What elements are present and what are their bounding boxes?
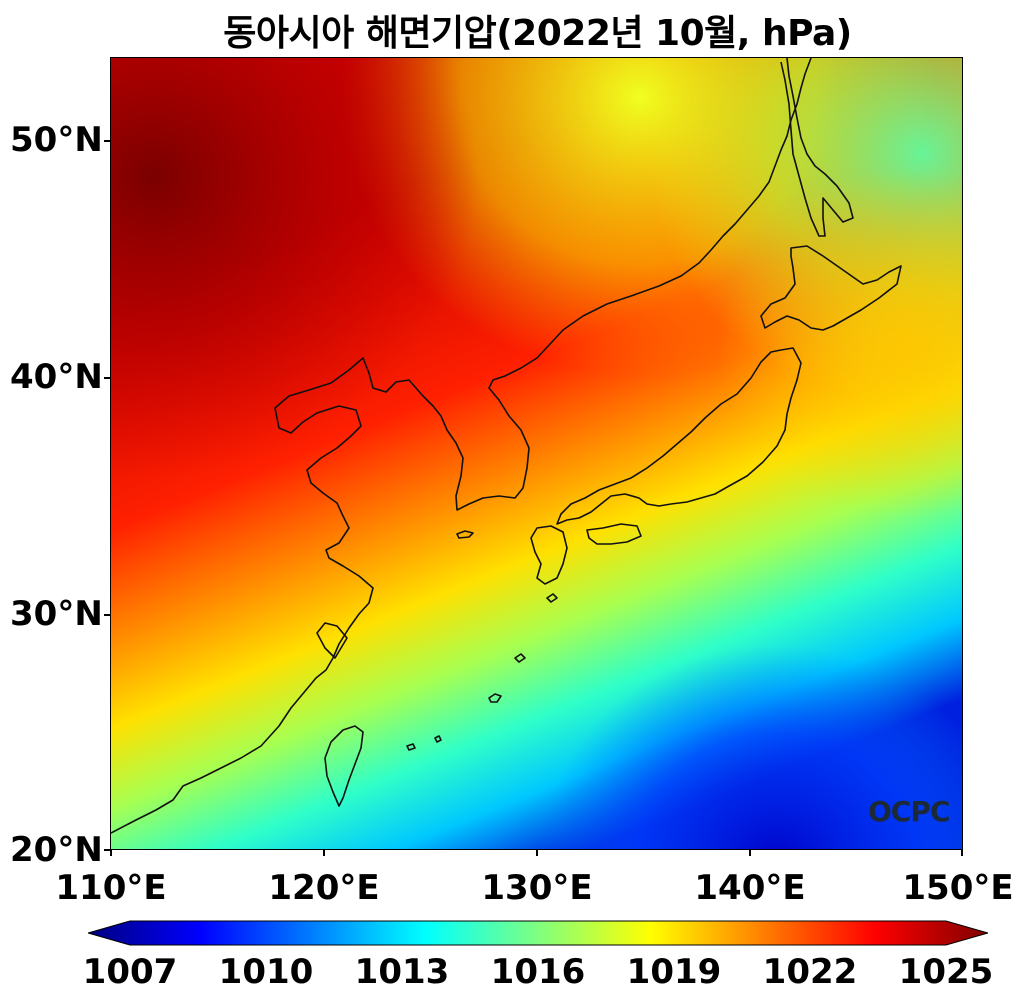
- lon-tick: [749, 850, 751, 856]
- lon-tick: [323, 850, 325, 856]
- lon-tick: [536, 850, 538, 856]
- lat-tick: [104, 849, 110, 851]
- lat-label-30n: 30°N: [10, 594, 103, 634]
- lon-tick: [110, 850, 112, 856]
- lon-label-130e: 130°E: [481, 868, 593, 908]
- colorbar-gradient: [86, 920, 990, 946]
- lon-label-140e: 140°E: [694, 868, 806, 908]
- lon-label-150e: 150°E: [902, 868, 1014, 908]
- lon-label-120e: 120°E: [268, 868, 380, 908]
- lat-label-40n: 40°N: [10, 357, 103, 397]
- lon-tick: [961, 850, 963, 856]
- colorbar-label-1025: 1025: [898, 952, 994, 992]
- ocpc-logo: OCPC: [868, 795, 950, 828]
- colorbar-label-1013: 1013: [354, 952, 450, 992]
- colorbar: [86, 920, 990, 946]
- pressure-field: [111, 58, 962, 849]
- lat-label-20n: 20°N: [10, 830, 103, 870]
- pressure-map: [110, 57, 963, 850]
- colorbar-label-1016: 1016: [490, 952, 586, 992]
- lat-tick: [104, 140, 110, 142]
- lat-tick: [104, 614, 110, 616]
- colorbar-label-1022: 1022: [762, 952, 858, 992]
- colorbar-label-1007: 1007: [82, 952, 178, 992]
- coastlines: [111, 58, 902, 834]
- map-title: 동아시아 해면기압(2022년 10월, hPa): [223, 13, 852, 54]
- colorbar-label-1010: 1010: [218, 952, 314, 992]
- lat-label-50n: 50°N: [10, 120, 103, 160]
- colorbar-label-1019: 1019: [626, 952, 722, 992]
- lat-tick: [104, 377, 110, 379]
- lon-label-110e: 110°E: [55, 868, 167, 908]
